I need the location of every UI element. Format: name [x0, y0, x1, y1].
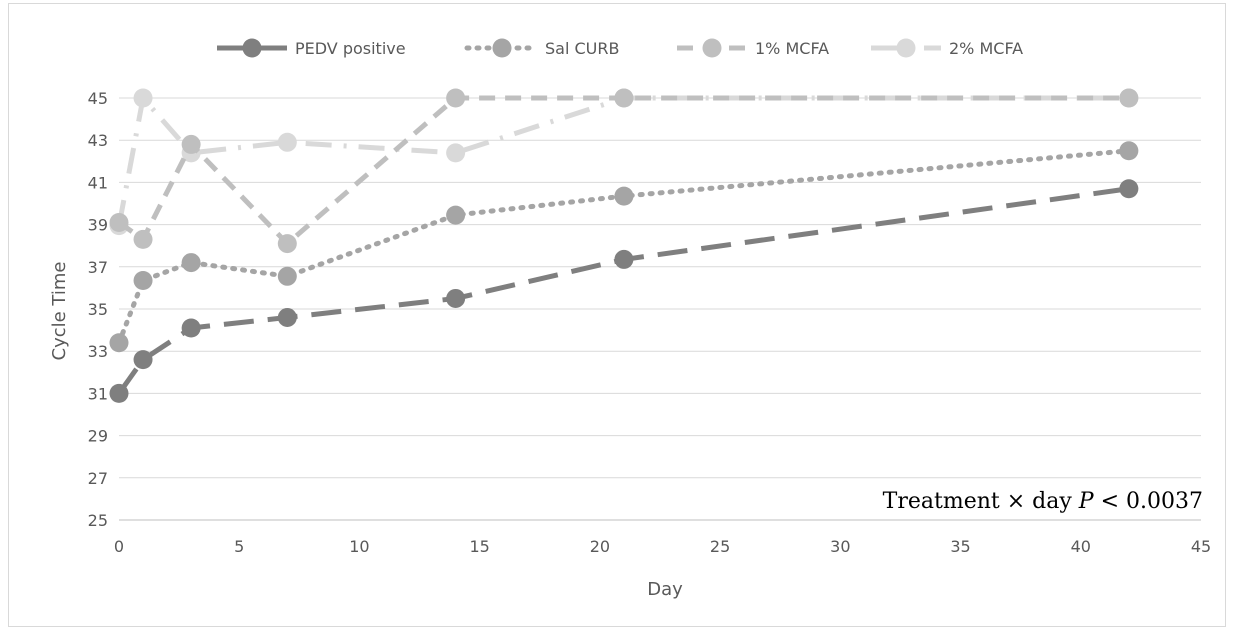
legend: PEDV positive Sal CURB 1% MCFA 2% MCFA [217, 38, 1023, 58]
y-tick-label: 45 [88, 89, 108, 108]
data-point-marker [181, 253, 201, 273]
x-tick-label: 20 [590, 537, 610, 556]
x-tick-label: 25 [710, 537, 730, 556]
legend-label: Sal CURB [545, 39, 619, 58]
data-point-marker [109, 383, 129, 403]
x-tick-label: 10 [349, 537, 369, 556]
legend-marker [242, 38, 262, 58]
legend-entry: 2% MCFA [871, 38, 1023, 58]
series-sal-curb [109, 141, 1139, 353]
data-point-marker [109, 212, 129, 232]
legend-entry: 1% MCFA [677, 38, 829, 58]
legend-marker [702, 38, 722, 58]
x-tick-label: 35 [950, 537, 970, 556]
annotation-prefix: Treatment × day [883, 489, 1079, 514]
data-point-marker [446, 143, 466, 163]
y-axis-title: Cycle Time [49, 262, 70, 361]
x-tick-label: 5 [234, 537, 244, 556]
data-point-marker [1119, 88, 1139, 108]
series-pedv-positive [109, 179, 1139, 403]
series-lines [109, 88, 1139, 403]
data-point-marker [133, 350, 153, 370]
y-tick-label: 39 [88, 216, 108, 235]
annotation-p-symbol: P [1078, 489, 1095, 514]
x-axis-title: Day [647, 579, 683, 600]
data-point-marker [181, 318, 201, 338]
legend-marker [896, 38, 916, 58]
x-tick-label: 30 [830, 537, 850, 556]
x-axis-ticks: 0 5 10 15 20 25 30 35 40 45 [114, 537, 1211, 556]
grid-lines [119, 97, 1201, 521]
y-tick-label: 37 [88, 258, 108, 277]
data-point-marker [446, 205, 466, 225]
data-point-marker [446, 88, 466, 108]
y-tick-label: 43 [88, 131, 108, 150]
data-point-marker [446, 288, 466, 308]
data-point-marker [277, 132, 297, 152]
legend-label: PEDV positive [295, 39, 406, 58]
data-point-marker [277, 234, 297, 254]
legend-entry: Sal CURB [464, 38, 619, 58]
data-point-marker [1119, 179, 1139, 199]
data-point-marker [277, 266, 297, 286]
y-axis-ticks: 25 27 29 31 33 35 37 39 41 43 45 [88, 89, 108, 530]
x-tick-label: 0 [114, 537, 124, 556]
data-point-marker [1119, 141, 1139, 161]
data-point-marker [133, 88, 153, 108]
data-point-marker [277, 307, 297, 327]
chart-frame: 25 27 29 31 33 35 37 39 41 43 45 0 5 10 15 20 25 30 35 40 4… [8, 3, 1226, 627]
data-point-marker [614, 249, 634, 269]
data-point-marker [109, 333, 129, 353]
x-tick-label: 15 [469, 537, 489, 556]
y-tick-label: 25 [88, 511, 108, 530]
x-tick-label: 45 [1191, 537, 1211, 556]
y-tick-label: 41 [88, 173, 108, 192]
legend-label: 2% MCFA [949, 39, 1023, 58]
data-point-marker [181, 134, 201, 154]
y-tick-label: 33 [88, 342, 108, 361]
legend-marker [492, 38, 512, 58]
annotation-suffix: < 0.0037 [1094, 489, 1203, 514]
legend-label: 1% MCFA [755, 39, 829, 58]
y-tick-label: 29 [88, 427, 108, 446]
data-point-marker [614, 88, 634, 108]
y-tick-label: 35 [88, 300, 108, 319]
series-line [116, 186, 1130, 395]
series-line [116, 148, 1132, 346]
series-line [117, 95, 1129, 247]
significance-annotation: Treatment × day P < 0.0037 [883, 489, 1203, 514]
series-2-mcfa [109, 88, 1139, 236]
legend-entry: PEDV positive [217, 38, 406, 58]
line-chart: 25 27 29 31 33 35 37 39 41 43 45 0 5 10 15 20 25 30 35 40 4… [49, 38, 1211, 600]
series-1-mcfa [109, 88, 1139, 254]
data-point-marker [133, 229, 153, 249]
data-point-marker [614, 186, 634, 206]
y-tick-label: 31 [88, 384, 108, 403]
series-line [116, 95, 1129, 227]
y-tick-label: 27 [88, 469, 108, 488]
data-point-marker [133, 271, 153, 291]
x-tick-label: 40 [1071, 537, 1091, 556]
